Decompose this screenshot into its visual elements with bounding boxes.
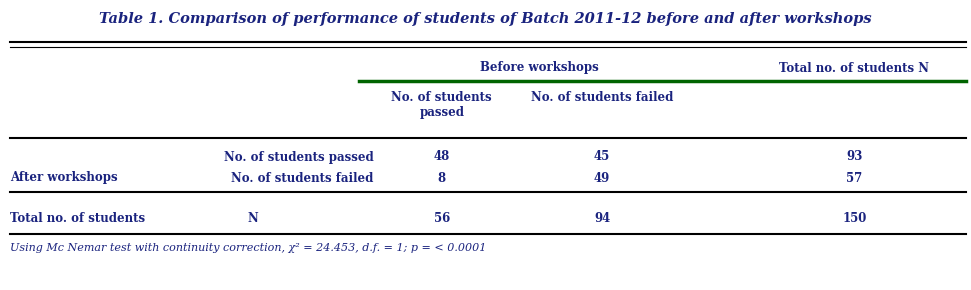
Text: Using Mc Nemar test with continuity correction, χ² = 24.453, d.f. = 1; p = < 0.0: Using Mc Nemar test with continuity corr… [10,243,486,253]
Text: 45: 45 [594,151,610,164]
Text: 56: 56 [434,211,450,224]
Text: 48: 48 [434,151,450,164]
Text: Table 1. Comparison of performance of students of Batch 2011-12 before and after: Table 1. Comparison of performance of st… [99,12,872,26]
Text: No. of students failed: No. of students failed [531,91,673,104]
Text: Before workshops: Before workshops [480,61,598,75]
Text: After workshops: After workshops [10,171,117,184]
Text: No. of students failed: No. of students failed [231,171,374,184]
Text: 150: 150 [842,211,867,224]
Text: N: N [248,211,258,224]
Text: 94: 94 [594,211,610,224]
Text: Total no. of students N: Total no. of students N [780,61,929,75]
Text: 93: 93 [847,151,862,164]
Text: Total no. of students: Total no. of students [10,211,145,224]
Text: 8: 8 [438,171,446,184]
Text: 49: 49 [594,171,610,184]
Text: No. of students
passed: No. of students passed [391,91,492,119]
Text: No. of students passed: No. of students passed [224,151,374,164]
Text: 57: 57 [847,171,862,184]
